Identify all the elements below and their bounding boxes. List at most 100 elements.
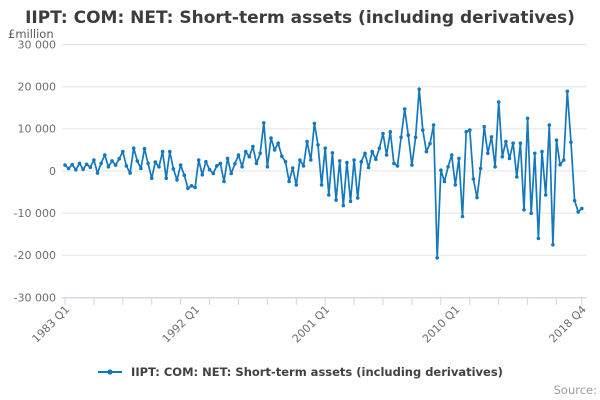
series-point <box>377 146 382 150</box>
series-point <box>569 140 573 145</box>
series-point <box>363 151 367 156</box>
series-point <box>388 130 393 134</box>
series-point <box>402 107 407 111</box>
series-point <box>381 131 385 136</box>
y-tick-label: 0 <box>49 165 56 178</box>
series-point <box>171 167 176 171</box>
series-point <box>106 165 111 169</box>
series-point <box>74 167 78 172</box>
series-point <box>439 168 443 172</box>
series-point <box>554 138 559 142</box>
series-point <box>428 141 432 146</box>
series-point <box>301 164 306 168</box>
series-point <box>113 163 118 167</box>
series-point <box>88 165 93 169</box>
series-point <box>540 149 544 154</box>
legend-line-marker-icon <box>98 369 123 375</box>
x-tick-label: 2010 Q1 <box>420 303 463 346</box>
series-point <box>543 193 548 197</box>
series-point <box>207 167 212 172</box>
series-point <box>374 157 378 161</box>
legend-item[interactable]: IIPT: COM: NET: Short-term assets (inclu… <box>97 365 503 379</box>
series-point <box>384 153 389 157</box>
series-point <box>392 161 396 166</box>
series-point <box>504 139 508 144</box>
series-point <box>81 167 85 172</box>
series-point <box>280 154 284 158</box>
y-axis-unit-label: £million <box>8 27 54 41</box>
series-point <box>421 128 425 132</box>
series-point <box>175 178 179 182</box>
series-point <box>327 193 331 197</box>
series-point <box>565 89 570 94</box>
series-point <box>493 165 497 169</box>
series-point <box>457 156 461 161</box>
series-point <box>63 163 67 167</box>
series-point <box>449 153 454 157</box>
series-point <box>417 87 422 91</box>
series-point <box>525 116 530 121</box>
series-point <box>84 162 89 167</box>
series-point <box>341 203 346 208</box>
y-tick-label: 30 000 <box>18 38 57 51</box>
series-point <box>399 135 403 140</box>
series-point <box>431 123 436 127</box>
series-point <box>121 149 125 154</box>
series-point <box>189 184 194 188</box>
x-tick-label: 1992 Q1 <box>160 303 203 346</box>
series-point <box>294 183 299 187</box>
series-point <box>446 165 450 169</box>
x-tick-label: 1983 Q1 <box>30 303 73 346</box>
series-point <box>359 159 364 164</box>
series-point <box>135 159 140 163</box>
series-point <box>316 143 320 147</box>
y-tick-label: -10 000 <box>14 207 56 220</box>
series-line <box>64 88 583 259</box>
y-tick-label: -30 000 <box>14 291 56 304</box>
series-point <box>366 165 371 170</box>
series-point <box>196 158 201 162</box>
series-point <box>131 146 136 150</box>
series-point <box>77 161 82 166</box>
series-point <box>435 255 440 260</box>
series-point <box>323 146 328 150</box>
y-tick-label: 10 000 <box>18 123 57 136</box>
series-point <box>330 151 335 155</box>
series-point <box>370 149 375 154</box>
series-point <box>225 156 230 161</box>
series-point <box>561 158 566 162</box>
series-point <box>247 154 252 159</box>
series-point <box>453 183 458 187</box>
series-point <box>146 161 150 166</box>
series-point <box>124 164 129 168</box>
series-point <box>424 149 429 154</box>
series-point <box>178 163 183 167</box>
series-point <box>168 149 172 154</box>
series-point <box>298 158 302 162</box>
chart-title: IIPT: COM: NET: Short-term assets (inclu… <box>25 8 575 28</box>
series-point <box>92 158 96 162</box>
series-point <box>475 195 479 200</box>
series-point <box>468 128 472 132</box>
series-point <box>482 124 487 129</box>
series-point <box>70 162 74 167</box>
series-point <box>395 164 400 168</box>
series-point <box>276 141 281 145</box>
series-point <box>99 161 103 166</box>
series-point <box>319 183 324 187</box>
series-point <box>258 151 263 156</box>
series-point <box>262 121 266 125</box>
series-point <box>269 136 273 140</box>
legend-item-label: IIPT: COM: NET: Short-term assets (inclu… <box>131 365 503 379</box>
series-point <box>283 159 288 164</box>
series-point <box>103 153 107 157</box>
series-point <box>240 165 244 169</box>
series-point <box>496 100 501 104</box>
series-point <box>229 171 233 176</box>
series-point <box>529 211 533 215</box>
series-point <box>410 163 414 167</box>
series-point <box>547 123 552 127</box>
series-point <box>500 154 505 159</box>
